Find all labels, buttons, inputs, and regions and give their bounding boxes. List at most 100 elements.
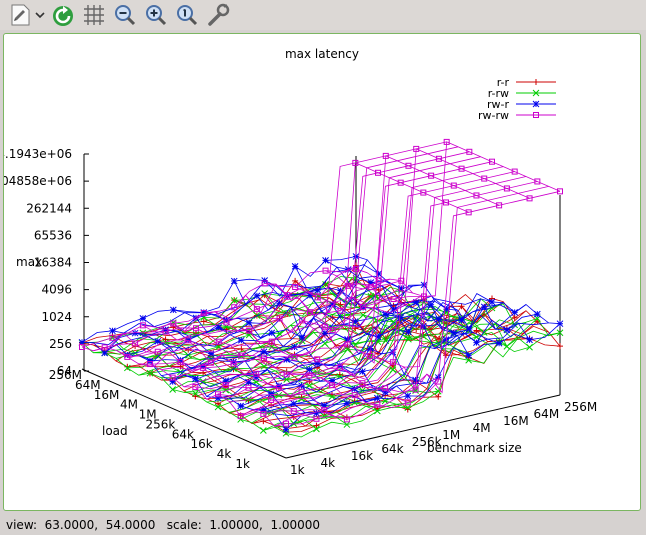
data-point (398, 277, 405, 284)
data-point (526, 195, 533, 202)
plot-area[interactable]: max latency 64 256 1024 4096 16384 65536 262144… (3, 33, 641, 511)
data-point (245, 378, 252, 386)
data-point (169, 374, 176, 381)
data-point (511, 168, 518, 175)
data-point (375, 287, 382, 294)
z-tick-label: 4.1943e+06 (4, 147, 72, 161)
data-point (261, 280, 268, 287)
data-point (267, 390, 275, 398)
data-point (450, 329, 458, 337)
data-point (381, 388, 389, 396)
series-line-rw-r (274, 322, 549, 417)
series-line-r-r (251, 310, 527, 424)
data-point (556, 329, 564, 337)
y-tick-label: 256k (412, 435, 442, 449)
data-point (237, 413, 244, 420)
data-point (199, 362, 207, 370)
data-point (313, 425, 320, 433)
series-line-rw-r (325, 260, 530, 341)
data-point (359, 311, 367, 319)
z-tick-label: 1024 (41, 310, 72, 324)
dropdown-chevron-icon[interactable] (33, 2, 47, 28)
series-line-rw-r (195, 313, 470, 388)
series-line-rw-r (142, 317, 347, 406)
data-point (390, 318, 397, 326)
data-point (503, 185, 510, 192)
series-line-rw-rw (251, 176, 527, 411)
data-point (367, 284, 374, 291)
data-point (458, 316, 465, 324)
series-line-rw-r (233, 280, 439, 384)
x-tick-label: 64k (172, 427, 194, 441)
data-point (215, 324, 223, 331)
data-point (162, 339, 169, 346)
data-point (321, 329, 329, 337)
data-point (421, 293, 427, 300)
data-point (79, 343, 85, 350)
data-point (147, 361, 153, 368)
data-point (360, 326, 367, 333)
data-point (428, 172, 435, 179)
series-line-rw-rw (325, 148, 530, 306)
data-point (404, 392, 412, 400)
data-point (313, 359, 321, 367)
data-point (132, 340, 139, 347)
data-point (170, 320, 177, 327)
data-point (352, 253, 360, 260)
data-point (427, 301, 435, 309)
series-line-rw-rw (183, 146, 459, 388)
data-point (314, 286, 322, 294)
data-point (192, 383, 199, 390)
data-point (238, 352, 245, 359)
export-icon[interactable] (8, 2, 34, 28)
data-point (192, 314, 200, 322)
data-point (557, 188, 563, 195)
zoom-reset-icon[interactable] (174, 2, 200, 28)
y-tick-label: 4M (473, 421, 491, 435)
data-point (146, 369, 154, 377)
data-point (503, 342, 511, 350)
series-line-rw-rw (127, 280, 402, 358)
y-tick-label: 64k (381, 442, 403, 456)
x-tick-label: 256k (145, 417, 175, 431)
data-point (427, 312, 435, 319)
data-point (534, 178, 541, 185)
y-axis-label: benchmark size (427, 441, 522, 455)
data-point (101, 344, 108, 351)
series-line-rw-r (115, 275, 391, 345)
data-point (533, 79, 539, 85)
data-point (443, 305, 451, 313)
data-point (283, 356, 291, 363)
data-point (193, 325, 199, 332)
grid-icon[interactable] (81, 2, 107, 28)
replot-icon[interactable] (50, 2, 76, 28)
data-point (389, 359, 396, 366)
series-line-rw-rw (172, 141, 447, 378)
legend-label: r-rw (488, 87, 509, 100)
data-point (275, 384, 282, 391)
data-point (481, 175, 488, 182)
data-point (200, 310, 207, 317)
data-point (360, 303, 367, 310)
data-point (314, 356, 321, 363)
data-point (435, 378, 442, 385)
data-point (412, 298, 420, 306)
data-point (259, 406, 267, 414)
zoom-in-icon[interactable] (143, 2, 169, 28)
settings-wrench-icon[interactable] (205, 2, 231, 28)
data-point (261, 355, 267, 362)
status-bar: view: 63.0000, 54.0000 scale: 1.00000, 1… (0, 515, 646, 535)
data-point (139, 322, 146, 329)
series-line-rw-r (285, 323, 561, 430)
data-point (283, 420, 289, 427)
y-tick-label: 1k (290, 463, 305, 477)
data-point (246, 327, 253, 334)
data-point (169, 386, 177, 393)
data-point (169, 306, 177, 314)
data-point (353, 265, 359, 272)
z-axis-label: max (16, 255, 42, 269)
zoom-out-icon[interactable] (112, 2, 138, 28)
series-line-r-rw (325, 284, 530, 348)
data-point (413, 145, 420, 152)
data-point (162, 336, 169, 343)
